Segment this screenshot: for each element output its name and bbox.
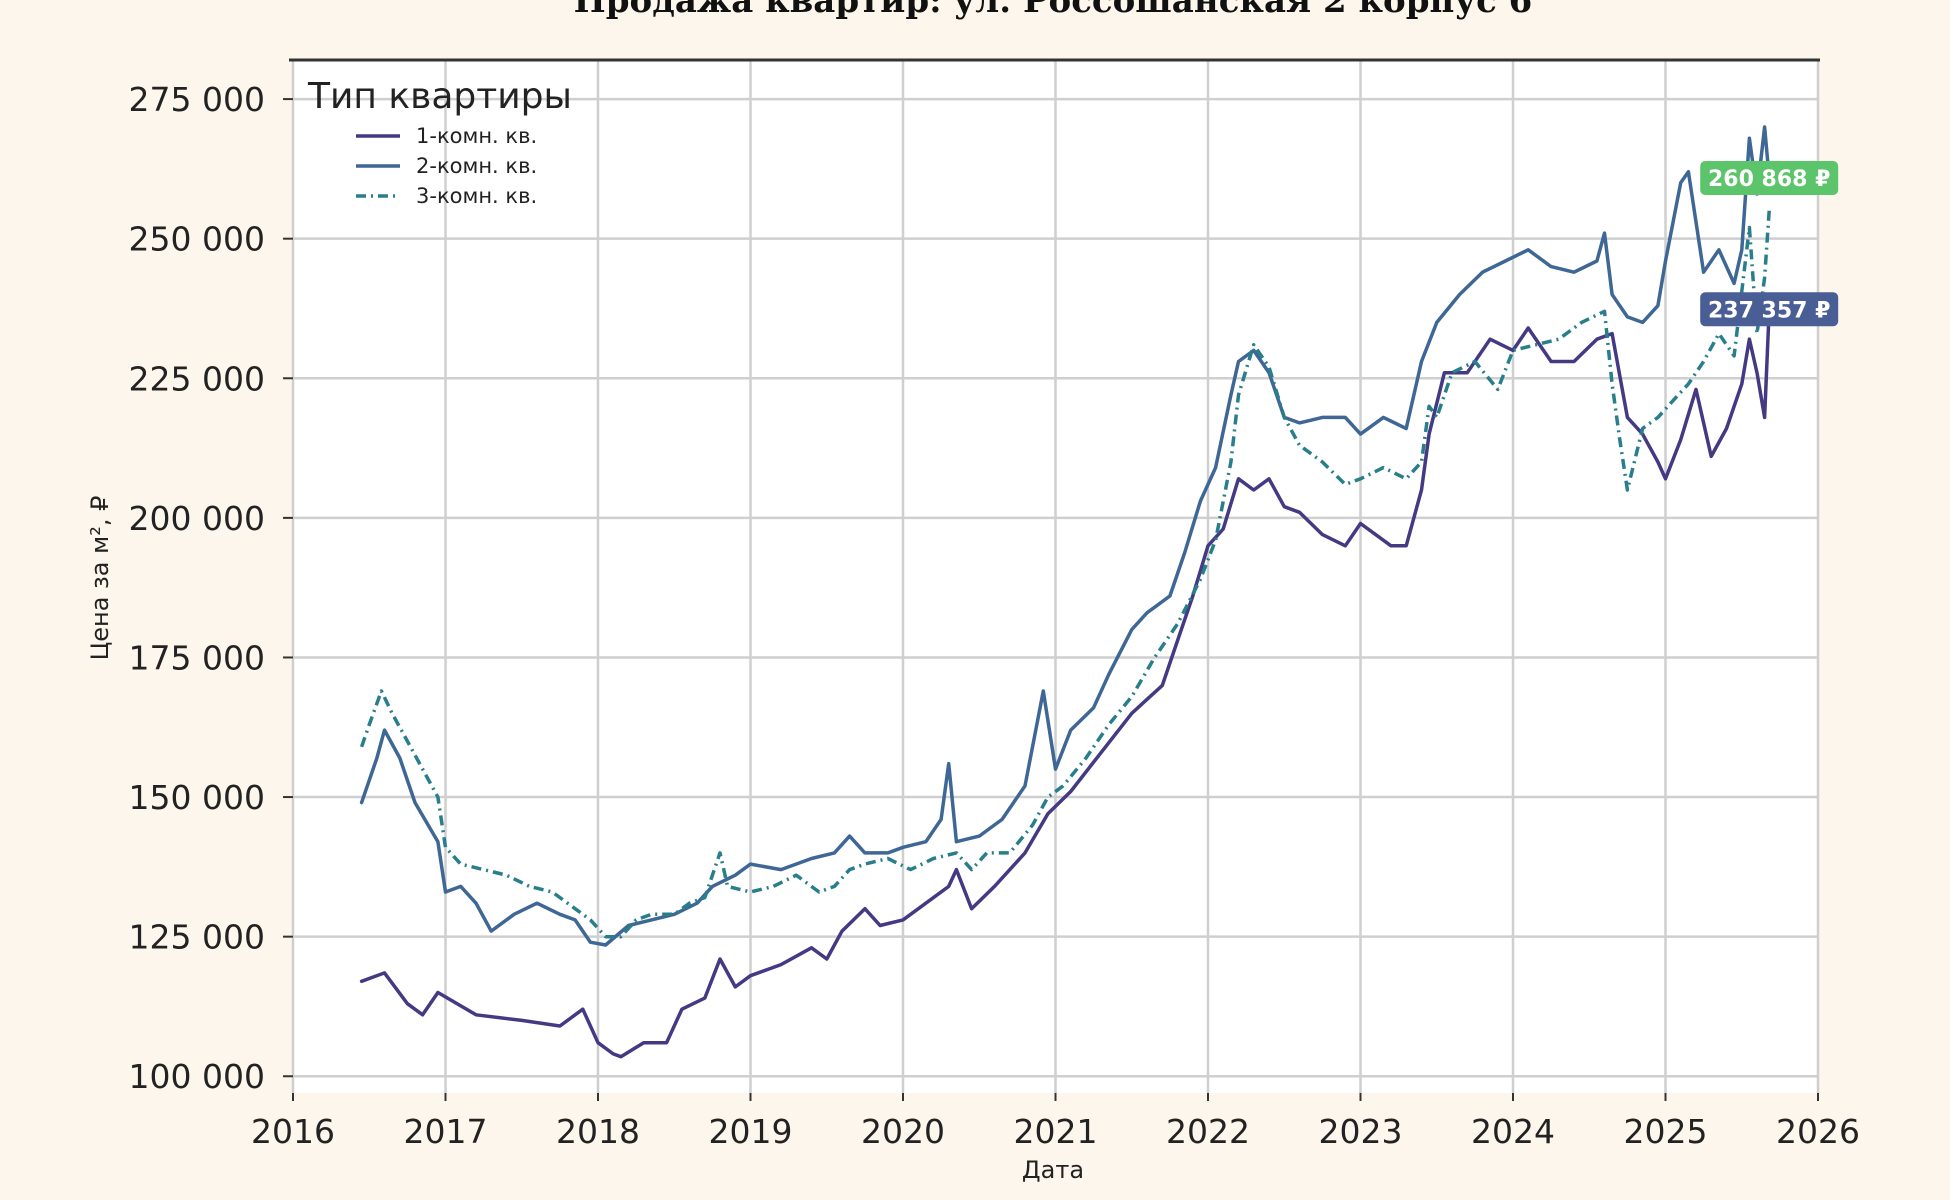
y-tick-label: 275 000 <box>129 80 265 119</box>
x-tick-label: 2025 <box>1624 1112 1708 1151</box>
x-tick-label: 2020 <box>861 1112 945 1151</box>
y-axis-label: Цена за м², ₽ <box>86 496 114 661</box>
x-tick-label: 2019 <box>709 1112 793 1151</box>
y-tick-label: 125 000 <box>129 918 265 957</box>
legend-entry: 3-комн. кв. <box>416 184 537 208</box>
legend-title: Тип квартиры <box>307 76 572 117</box>
x-tick-label: 2016 <box>251 1112 335 1151</box>
annotations: 260 868 ₽ 237 357 ₽ <box>1700 160 1839 327</box>
series-layer <box>359 125 1771 1059</box>
value-badge-label: 260 868 ₽ <box>1708 167 1830 192</box>
x-axis-label: Дата <box>1022 1156 1084 1184</box>
series-line-1 <box>359 307 1771 1059</box>
y-tick-label: 200 000 <box>129 499 265 538</box>
chart-title: Продажа квартир: ул. Россошанская 2 корп… <box>574 0 1533 21</box>
legend-entry: 1-комн. кв. <box>416 124 537 148</box>
x-tick-label: 2017 <box>404 1112 488 1151</box>
y-tick-label: 225 000 <box>129 359 265 398</box>
legend-entry: 2-комн. кв. <box>416 154 537 178</box>
grid <box>291 60 1820 1093</box>
value-badge <box>1700 292 1839 327</box>
series-line-2 <box>359 125 1771 947</box>
legend-items: 1-комн. кв. 2-комн. кв. 3-комн. кв. <box>356 124 537 208</box>
x-tick-label: 2021 <box>1014 1112 1098 1151</box>
value-badge-label: 237 357 ₽ <box>1708 298 1830 323</box>
y-tick-label: 150 000 <box>129 778 265 817</box>
x-tick-label: 2026 <box>1776 1112 1860 1151</box>
y-ticks: 100 000 125 000 150 000 175 000 200 000 225 0… <box>129 80 293 1096</box>
x-tick-label: 2024 <box>1471 1112 1555 1151</box>
value-badge <box>1700 160 1839 195</box>
x-tick-label: 2023 <box>1319 1112 1403 1151</box>
series-line-3 <box>359 210 1771 939</box>
x-tick-label: 2018 <box>556 1112 640 1151</box>
y-tick-label: 250 000 <box>129 220 265 259</box>
x-ticks: 2016 2017 2018 2019 2020 2021 2022 2023 2024 2025… <box>251 1093 1860 1151</box>
x-tick-label: 2022 <box>1166 1112 1250 1151</box>
y-tick-label: 100 000 <box>129 1057 265 1096</box>
legend: Тип квартиры 1-комн. кв. 2-комн. кв. 3-ком… <box>307 76 572 208</box>
y-tick-label: 175 000 <box>129 638 265 677</box>
